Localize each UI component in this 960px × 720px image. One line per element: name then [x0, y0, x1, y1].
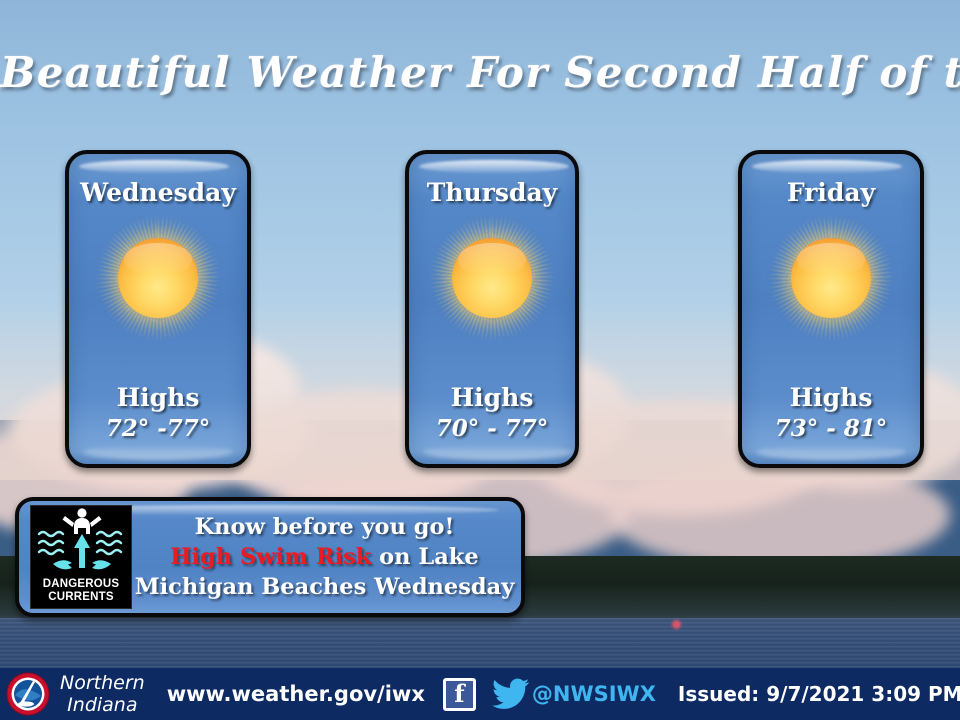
- footer-bar: Northern Indiana www.weather.gov/iwx f @…: [0, 668, 960, 720]
- highs-label: Highs: [116, 383, 200, 412]
- buoy-marker: [672, 620, 681, 629]
- day-name: Wednesday: [80, 178, 236, 207]
- office-name-line1: Northern: [60, 672, 145, 694]
- weather-icon-container: [69, 213, 247, 343]
- swim-risk-banner: DANGEROUS CURRENTS Know before you go! H…: [15, 497, 525, 617]
- twitter-icon[interactable]: [492, 678, 530, 710]
- sun-disk-icon: [118, 238, 198, 318]
- sun-icon: [428, 214, 556, 342]
- day-name: Friday: [786, 178, 876, 207]
- sign-label-line1: DANGEROUS: [42, 578, 120, 590]
- highs-block: Highs 73° - 81°: [742, 383, 920, 442]
- highs-value: 72° -77°: [105, 415, 211, 442]
- weather-icon-container: [409, 213, 575, 343]
- sun-icon: [767, 214, 895, 342]
- dangerous-currents-sign: DANGEROUS CURRENTS: [30, 505, 132, 609]
- forecast-panel-friday: Friday Highs 73° - 81°: [738, 150, 924, 468]
- office-name: Northern Indiana: [60, 672, 145, 716]
- sun-icon: [94, 214, 222, 342]
- office-name-line2: Indiana: [67, 694, 138, 716]
- highs-value: 73° - 81°: [774, 415, 888, 442]
- twitter-handle[interactable]: @NWSIWX: [531, 682, 656, 706]
- swim-risk-message: Know before you go! High Swim Risk on La…: [132, 512, 521, 602]
- dangerous-currents-icon: [37, 508, 123, 570]
- high-swim-risk-text: High Swim Risk: [170, 544, 372, 570]
- forecast-panel-wednesday: Wednesday Highs 72° -77°: [65, 150, 251, 468]
- page-title: Beautiful Weather For Second Half of the…: [0, 48, 960, 97]
- banner-line-1: Know before you go!: [194, 514, 455, 540]
- weather-icon-container: [742, 213, 920, 343]
- sun-disk-icon: [452, 238, 532, 318]
- facebook-icon[interactable]: f: [442, 677, 476, 711]
- highs-label: Highs: [789, 383, 873, 412]
- sun-disk-icon: [791, 238, 871, 318]
- website-url[interactable]: www.weather.gov/iwx: [166, 682, 425, 706]
- banner-line-2-rest: on Lake: [371, 544, 479, 570]
- highs-block: Highs 72° -77°: [69, 383, 247, 442]
- banner-line-2: High Swim Risk on Lake: [134, 542, 515, 572]
- forecast-panel-thursday: Thursday Highs 70° - 77°: [405, 150, 579, 468]
- issued-timestamp: Issued: 9/7/2021 3:09 PM: [677, 682, 960, 706]
- nws-logo-icon: [6, 672, 50, 716]
- highs-value: 70° - 77°: [435, 415, 549, 442]
- highs-block: Highs 70° - 77°: [409, 383, 575, 442]
- day-name: Thursday: [426, 178, 558, 207]
- banner-line-3: Michigan Beaches Wednesday: [134, 574, 515, 600]
- highs-label: Highs: [450, 383, 534, 412]
- sign-label-line2: CURRENTS: [48, 591, 114, 603]
